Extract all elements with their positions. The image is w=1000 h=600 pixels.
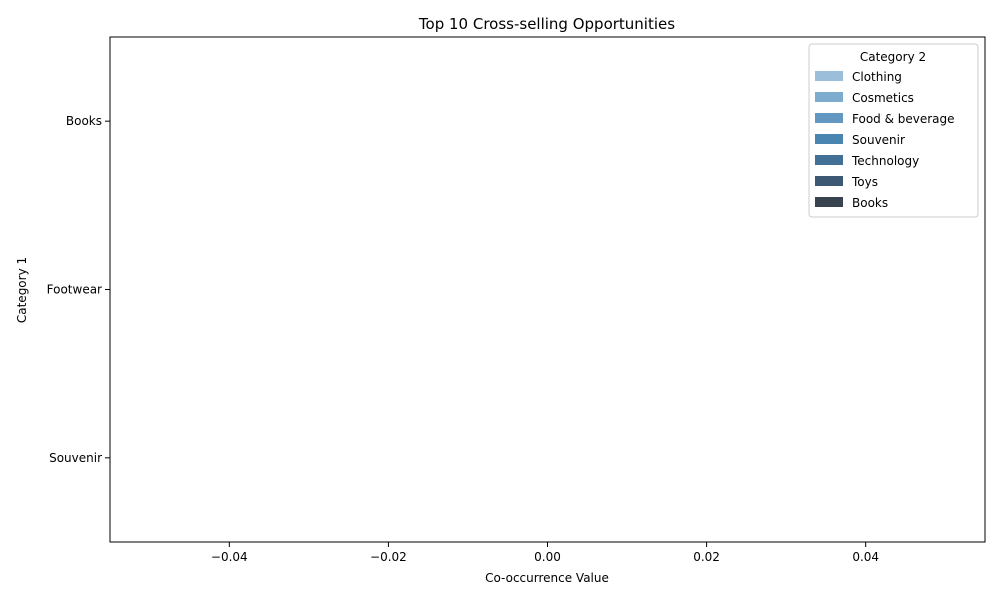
legend-swatch [815, 92, 843, 102]
legend-swatch [815, 113, 843, 123]
x-tick-label: 0.02 [693, 550, 720, 564]
legend-title: Category 2 [860, 50, 926, 64]
chart-title: Top 10 Cross-selling Opportunities [418, 15, 675, 33]
x-axis-ticks: −0.04 −0.02 0.00 0.02 0.04 [211, 542, 879, 564]
x-tick-label: 0.00 [534, 550, 561, 564]
legend-box [808, 43, 979, 218]
legend-swatch [815, 197, 843, 207]
y-axis-label: Category 1 [15, 257, 29, 323]
legend-entries: Clothing Cosmetics Food & beverage Souvenir… [815, 70, 955, 210]
legend-swatch [815, 71, 843, 81]
y-tick-label: Books [66, 114, 102, 128]
y-tick-label: Footwear [47, 283, 102, 297]
legend-entry-label: Souvenir [852, 133, 905, 147]
y-axis-ticks: Books Footwear Souvenir [47, 114, 110, 465]
legend-entry-label: Food & beverage [852, 112, 955, 126]
x-tick-label: −0.02 [370, 550, 407, 564]
legend-entry-label: Technology [851, 154, 919, 168]
x-tick-label: −0.04 [211, 550, 248, 564]
x-tick-label: 0.04 [852, 550, 879, 564]
legend-swatch [815, 176, 843, 186]
legend: Category 2 Clothing Cosmetics Food & bever… [808, 43, 979, 218]
legend-entry-label: Books [852, 196, 888, 210]
legend-entry-label: Cosmetics [852, 91, 914, 105]
x-axis-label: Co-occurrence Value [485, 571, 609, 585]
y-tick-label: Souvenir [49, 451, 102, 465]
legend-entry-label: Clothing [852, 70, 902, 84]
legend-entry-label: Toys [851, 175, 878, 189]
legend-swatch [815, 155, 843, 165]
legend-swatch [815, 134, 843, 144]
